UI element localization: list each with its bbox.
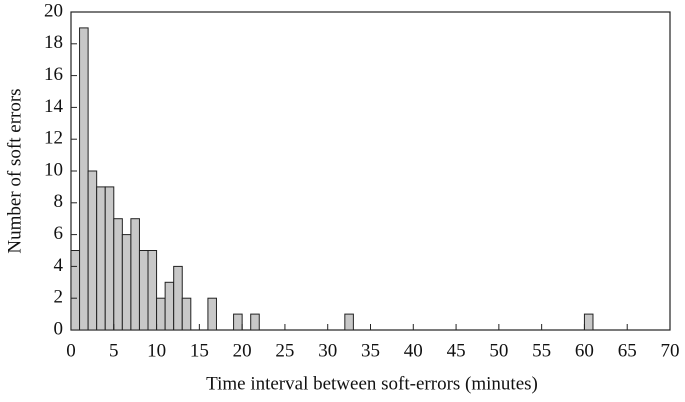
bar xyxy=(130,218,140,331)
y-tick-label: 14 xyxy=(44,96,64,117)
x-tick-label: 30 xyxy=(318,340,337,361)
bar xyxy=(344,313,354,331)
x-tick-label: 50 xyxy=(489,340,508,361)
x-tick-label: 55 xyxy=(532,340,551,361)
y-tick-label: 16 xyxy=(44,64,63,85)
x-tick-label: 0 xyxy=(66,340,76,361)
x-tick-label: 10 xyxy=(147,340,166,361)
bar xyxy=(113,218,123,331)
bar xyxy=(156,297,166,331)
bar xyxy=(583,313,594,331)
x-tick-label: 25 xyxy=(275,340,294,361)
bar xyxy=(121,234,132,331)
y-tick-label: 20 xyxy=(44,0,63,21)
bar xyxy=(147,250,158,331)
x-tick-label: 40 xyxy=(404,340,423,361)
bar xyxy=(207,297,217,331)
x-tick-label: 60 xyxy=(575,340,594,361)
x-tick-label: 70 xyxy=(661,340,680,361)
bar xyxy=(104,186,115,331)
bar xyxy=(181,297,192,331)
x-tick-label: 5 xyxy=(109,340,119,361)
y-tick-label: 8 xyxy=(54,191,64,212)
x-axis-title: Time interval between soft-errors (minut… xyxy=(206,373,538,394)
x-tick-label: 35 xyxy=(361,340,380,361)
bar xyxy=(70,250,81,331)
bar xyxy=(250,313,260,331)
bar xyxy=(79,27,89,331)
bar xyxy=(138,250,149,331)
bar xyxy=(173,265,183,331)
bar xyxy=(233,313,243,331)
plot-frame xyxy=(70,11,671,331)
y-tick-label: 0 xyxy=(54,318,64,339)
y-tick-label: 10 xyxy=(44,159,63,180)
y-tick-label: 12 xyxy=(44,128,63,149)
y-tick-label: 4 xyxy=(54,255,64,276)
bar xyxy=(164,281,175,331)
bar xyxy=(87,170,98,331)
bar xyxy=(96,186,106,331)
y-tick-label: 2 xyxy=(54,287,64,308)
y-tick-label: 6 xyxy=(54,223,64,244)
y-tick-label: 18 xyxy=(44,32,63,53)
x-tick-label: 15 xyxy=(190,340,209,361)
y-axis-title: Number of soft errors xyxy=(4,88,25,253)
x-tick-label: 20 xyxy=(233,340,252,361)
x-tick-label: 45 xyxy=(447,340,466,361)
x-tick-label: 65 xyxy=(618,340,637,361)
